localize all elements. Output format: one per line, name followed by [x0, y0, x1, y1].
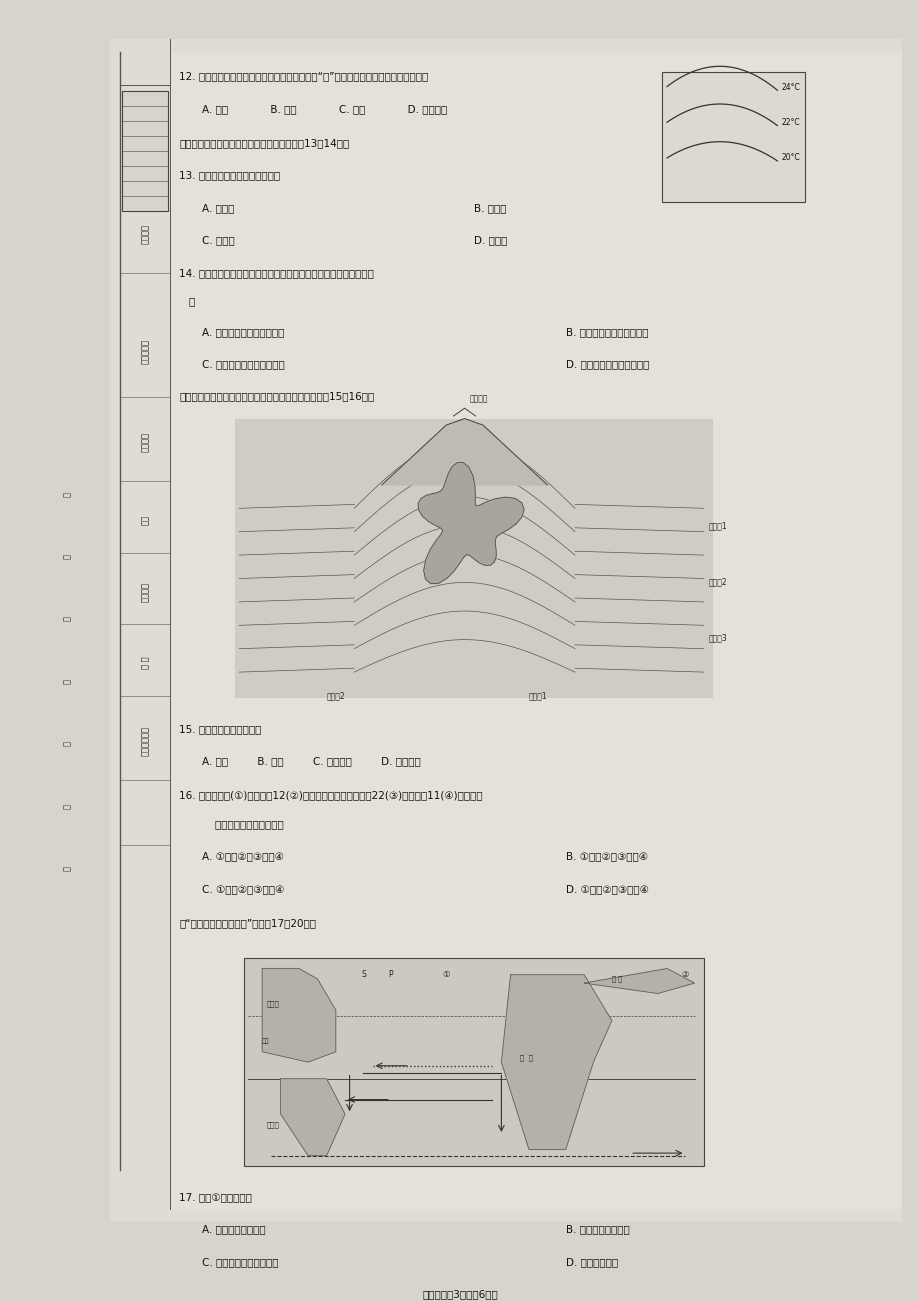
Text: 校、班级: 校、班级 [141, 432, 150, 452]
Text: 县（市、区）: 县（市、区） [141, 727, 150, 756]
Polygon shape [501, 975, 611, 1150]
Bar [110, 39, 901, 1223]
Text: A. 褂皸         B. 挤压         C. 火山噴发         D. 搜运作用: A. 褂皸 B. 挤压 C. 火山噴发 D. 搜运作用 [202, 756, 421, 767]
Text: D. 地球自转形成: D. 地球自转形成 [565, 1258, 618, 1267]
Text: 20°C: 20°C [781, 152, 800, 161]
Text: 14. 图示等温线弯曲因洋流引起，则该洋流性质及与大陆的位置关系: 14. 图示等温线弯曲因洋流引起，则该洋流性质及与大陆的位置关系 [179, 268, 374, 277]
Text: 南美洲: 南美洲 [267, 1121, 279, 1128]
Text: 15. 图中显示的地质构造有: 15. 图中显示的地质构造有 [179, 724, 262, 734]
Text: 年级: 年级 [141, 516, 150, 525]
Text: 沉积刔3: 沉积刔3 [708, 634, 726, 643]
Polygon shape [417, 462, 524, 583]
Text: C. 暖流，大陆西侧近海海区: C. 暖流，大陆西侧近海海区 [202, 359, 285, 368]
Polygon shape [262, 969, 335, 1062]
Text: 班（镇）: 班（镇） [141, 582, 150, 602]
Text: 线: 线 [62, 616, 72, 621]
Text: C. 极地东风吹拂海面形成: C. 极地东风吹拂海面形成 [202, 1258, 278, 1267]
Text: A. ①早于②，③早于④: A. ①早于②，③早于④ [202, 852, 284, 862]
Text: B. 西风吹拂海面形成: B. 西风吹拂海面形成 [565, 1225, 629, 1234]
Text: S: S [360, 970, 366, 979]
Text: D. 寒流，大陆西侧近海海区: D. 寒流，大陆西侧近海海区 [565, 359, 649, 368]
Text: D. 北半球: D. 北半球 [473, 236, 506, 245]
Polygon shape [381, 419, 547, 484]
Text: 沉积刔2: 沉积刔2 [708, 578, 726, 587]
Text: 16. 对图中火山(①)与沉积尩12(②)形成的先后顺序、沉积尩22(③)与火成尩11(④)形成的先: 16. 对图中火山(①)与沉积尩12(②)形成的先后顺序、沉积尩22(③)与火成… [179, 790, 482, 801]
Text: 高一地理第3页（八6页）: 高一地理第3页（八6页） [422, 1289, 497, 1299]
Polygon shape [280, 1079, 345, 1156]
Text: 火山口湖: 火山口湖 [469, 395, 487, 404]
Text: B. ①早于②，③晰于④: B. ①早于②，③晰于④ [565, 852, 647, 862]
Text: 北美洲: 北美洲 [267, 1000, 279, 1008]
Text: 沉积刔1: 沉积刔1 [708, 522, 726, 530]
Text: C. ①晰于②，③晰于④: C. ①晰于②，③晰于④ [202, 884, 284, 894]
Text: A. 信风吹拂海面形成: A. 信风吹拂海面形成 [202, 1225, 266, 1234]
Text: B. 寒流，大陆东侧近海海区: B. 寒流，大陆东侧近海海区 [565, 328, 648, 337]
Bar [234, 419, 712, 698]
Text: 非  洲: 非 洲 [519, 1055, 532, 1061]
Text: 火成刔1: 火成刔1 [528, 691, 547, 700]
Text: A. 西半球: A. 西半球 [202, 203, 234, 212]
Text: 答: 答 [62, 803, 72, 809]
Bar [244, 958, 703, 1167]
Text: 22°C: 22°C [781, 117, 800, 126]
Text: ①: ① [442, 970, 449, 979]
Bar [170, 52, 901, 1210]
Text: 读右边某海域表层年平均等温线分布图，完成13～14题。: 读右边某海域表层年平均等温线分布图，完成13～14题。 [179, 138, 349, 148]
Text: 17. 洋流①主要成因是: 17. 洋流①主要成因是 [179, 1193, 252, 1202]
Text: 准考证号: 准考证号 [141, 224, 150, 243]
Text: 美国: 美国 [262, 1039, 269, 1044]
Text: 欧 洲: 欧 洲 [611, 975, 621, 982]
Text: P: P [388, 970, 393, 979]
Text: C. 南半球: C. 南半球 [202, 236, 235, 245]
Text: 13. 图示海域位于的半球最可能是: 13. 图示海域位于的半球最可能是 [179, 171, 280, 180]
Text: 下图示意某地的沉积尩层与火成尩体的相互关系，回畇15～16题。: 下图示意某地的沉积尩层与火成尩体的相互关系，回畇15～16题。 [179, 392, 374, 401]
Text: 题: 题 [62, 866, 72, 871]
Text: D. ①晰于②，③早于④: D. ①晰于②，③早于④ [565, 884, 648, 894]
Text: 24°C: 24°C [781, 82, 800, 91]
Text: 火成刔2: 火成刔2 [326, 691, 345, 700]
Text: A. 气候             B. 地形             C. 植被             D. 河流分布: A. 气候 B. 地形 C. 植被 D. 河流分布 [202, 104, 448, 115]
Text: 内: 内 [62, 678, 72, 684]
Text: 是: 是 [188, 297, 195, 306]
Bar [122, 91, 168, 211]
Text: 班级、姓名: 班级、姓名 [141, 339, 150, 363]
Bar [662, 72, 804, 202]
Text: ②: ② [681, 970, 688, 979]
Text: 读“世界洋流分布局部图”，回畇17～20题。: 读“世界洋流分布局部图”，回畇17～20题。 [179, 918, 316, 928]
Text: 图: 图 [62, 492, 72, 496]
Text: A. 暖流，大陆东侧近海海区: A. 暖流，大陆东侧近海海区 [202, 328, 285, 337]
Text: B. 东半球: B. 东半球 [473, 203, 505, 212]
Text: 乡 镇: 乡 镇 [141, 656, 150, 669]
Text: 后顺序的表述，正确的是: 后顺序的表述，正确的是 [202, 819, 284, 829]
Text: 12. 图示地区的公路多修成与等高线近似平行的“之”字形，主要是受到哪种因素的影响: 12. 图示地区的公路多修成与等高线近似平行的“之”字形，主要是受到哪种因素的影… [179, 72, 428, 82]
Polygon shape [584, 969, 694, 993]
Text: 不: 不 [62, 741, 72, 746]
Text: 锁: 锁 [62, 553, 72, 559]
